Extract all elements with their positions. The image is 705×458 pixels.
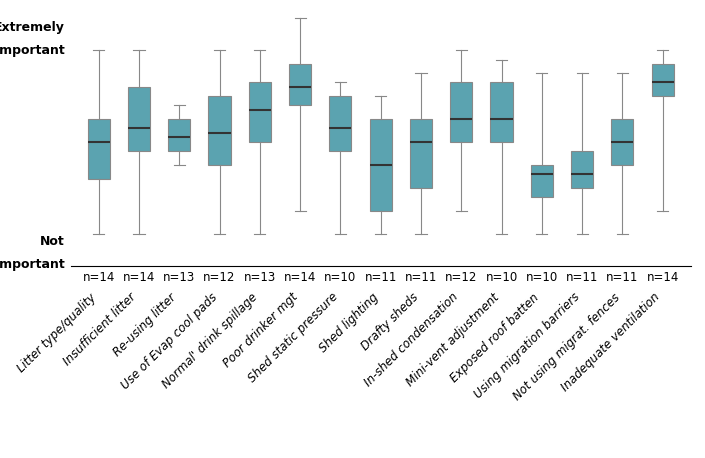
- PathPatch shape: [209, 96, 231, 165]
- Text: n=11: n=11: [566, 271, 599, 284]
- Text: n=12: n=12: [445, 271, 477, 284]
- Text: Litter type/quality: Litter type/quality: [15, 291, 99, 375]
- Text: Mini-vent adjustment: Mini-vent adjustment: [403, 291, 501, 389]
- Text: n=11: n=11: [606, 271, 639, 284]
- Text: n=10: n=10: [486, 271, 517, 284]
- PathPatch shape: [410, 119, 432, 188]
- Text: Shed lighting: Shed lighting: [317, 291, 381, 355]
- Text: Not: Not: [39, 235, 64, 248]
- Text: n=12: n=12: [203, 271, 235, 284]
- PathPatch shape: [571, 151, 593, 188]
- PathPatch shape: [651, 64, 674, 96]
- PathPatch shape: [249, 82, 271, 142]
- Text: n=10: n=10: [526, 271, 558, 284]
- Text: Shed static pressure: Shed static pressure: [245, 291, 341, 386]
- PathPatch shape: [128, 87, 150, 151]
- Text: n=14: n=14: [123, 271, 155, 284]
- Text: Normal' drink spillage: Normal' drink spillage: [159, 291, 260, 391]
- Text: Insufficient litter: Insufficient litter: [61, 291, 139, 368]
- PathPatch shape: [87, 119, 110, 179]
- PathPatch shape: [531, 165, 553, 197]
- Text: important: important: [0, 258, 64, 271]
- PathPatch shape: [289, 64, 311, 105]
- Text: n=14: n=14: [284, 271, 317, 284]
- Text: n=14: n=14: [646, 271, 679, 284]
- Text: n=10: n=10: [324, 271, 357, 284]
- PathPatch shape: [611, 119, 634, 165]
- Text: Exposed roof batten: Exposed roof batten: [448, 291, 542, 385]
- Text: Using migration barriers: Using migration barriers: [472, 291, 582, 401]
- Text: Not using migrat. fences: Not using migrat. fences: [510, 291, 623, 403]
- PathPatch shape: [491, 82, 513, 142]
- Text: Re-using litter: Re-using litter: [111, 291, 179, 359]
- Text: n=13: n=13: [163, 271, 195, 284]
- Text: n=13: n=13: [244, 271, 276, 284]
- PathPatch shape: [450, 82, 472, 142]
- Text: n=14: n=14: [82, 271, 115, 284]
- Text: Inadequate ventilation: Inadequate ventilation: [559, 291, 663, 394]
- Text: important: important: [0, 44, 64, 57]
- Text: n=11: n=11: [364, 271, 397, 284]
- Text: Drafty sheds: Drafty sheds: [359, 291, 421, 353]
- Text: Use of Evap cool pads: Use of Evap cool pads: [118, 291, 219, 392]
- PathPatch shape: [329, 96, 352, 151]
- Text: Poor drinker mgt: Poor drinker mgt: [221, 291, 300, 370]
- Text: n=11: n=11: [405, 271, 437, 284]
- PathPatch shape: [168, 119, 190, 151]
- Text: In-shed condensation: In-shed condensation: [362, 291, 461, 390]
- PathPatch shape: [369, 119, 392, 211]
- Text: Extremely: Extremely: [0, 22, 64, 34]
